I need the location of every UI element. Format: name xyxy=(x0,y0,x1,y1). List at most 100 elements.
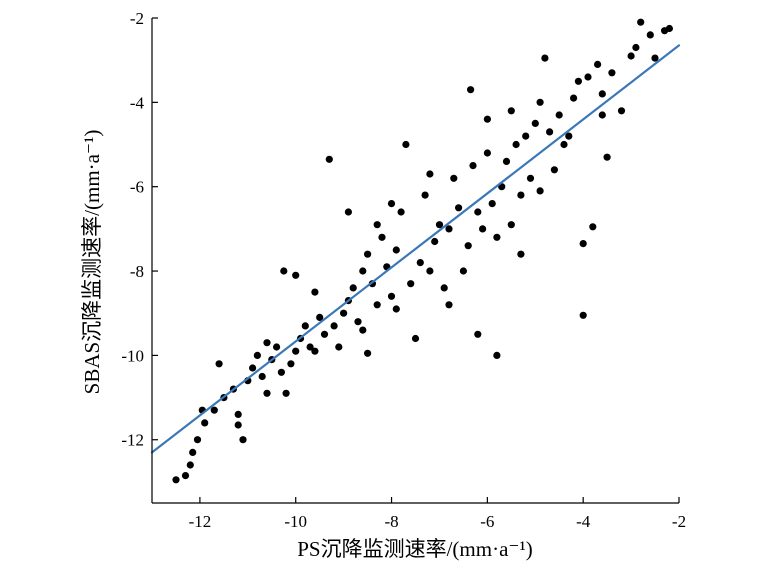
data-point xyxy=(488,200,496,208)
data-point xyxy=(469,162,477,170)
data-point xyxy=(651,54,659,62)
data-point xyxy=(344,208,352,216)
data-point xyxy=(335,343,343,351)
data-point xyxy=(555,111,563,119)
data-point xyxy=(594,60,602,68)
data-point xyxy=(330,322,338,330)
data-point xyxy=(234,421,242,429)
data-point xyxy=(426,170,434,178)
data-point xyxy=(608,69,616,77)
fit-line xyxy=(150,44,681,454)
x-axis-title: PS沉降监测速率/(mm·a⁻¹) xyxy=(297,537,533,561)
data-point xyxy=(574,77,583,85)
data-point xyxy=(617,107,626,115)
data-point xyxy=(392,305,400,313)
data-point xyxy=(560,140,568,149)
data-point xyxy=(416,259,424,267)
data-point xyxy=(263,389,271,397)
data-point xyxy=(589,223,597,231)
data-point xyxy=(536,187,544,195)
data-point xyxy=(493,351,501,359)
x-tick-label: -2 xyxy=(672,512,686,531)
data-point xyxy=(282,389,290,397)
data-point xyxy=(258,372,266,381)
data-point xyxy=(570,94,578,102)
data-point xyxy=(364,349,372,357)
data-point xyxy=(292,271,300,279)
data-point xyxy=(234,410,242,418)
data-point xyxy=(603,153,611,161)
y-axis-title: SBAS沉降监测速率/(mm·a⁻¹) xyxy=(80,130,104,395)
data-point xyxy=(665,24,674,33)
data-point xyxy=(445,225,453,233)
data-point xyxy=(507,221,515,229)
data-point xyxy=(584,73,592,81)
y-tick-label: -6 xyxy=(130,178,144,197)
x-tick-label: -4 xyxy=(576,512,591,531)
data-point xyxy=(502,157,511,165)
data-point xyxy=(311,347,319,355)
data-point xyxy=(311,288,319,296)
data-point xyxy=(579,311,587,319)
data-point xyxy=(411,334,420,343)
data-point xyxy=(421,191,429,199)
data-point xyxy=(517,250,525,258)
data-point xyxy=(541,54,549,62)
data-point xyxy=(531,119,539,127)
data-point xyxy=(239,436,247,444)
data-point xyxy=(325,155,333,163)
data-point xyxy=(373,221,381,229)
y-tick-label: -2 xyxy=(130,9,144,28)
data-point xyxy=(483,115,491,123)
data-point xyxy=(378,233,386,241)
data-point xyxy=(526,174,535,182)
data-point xyxy=(536,98,544,106)
data-point xyxy=(181,472,190,480)
data-point xyxy=(565,132,573,140)
data-point xyxy=(474,330,482,338)
data-point xyxy=(249,364,257,372)
data-point xyxy=(632,43,640,52)
y-tick-label: -10 xyxy=(121,346,144,365)
data-point xyxy=(646,31,654,39)
y-axis-ticks: -2 -4 -6 -8 -10 -12 xyxy=(121,9,158,450)
data-points xyxy=(172,18,674,484)
x-axis-ticks: -12 -10 -8 -6 -4 -2 xyxy=(189,497,686,531)
data-point xyxy=(522,132,530,140)
x-tick-label: -8 xyxy=(384,512,398,531)
data-point xyxy=(387,292,396,300)
data-point xyxy=(201,419,209,427)
data-point xyxy=(512,140,520,149)
data-point xyxy=(431,237,439,246)
data-point xyxy=(627,52,635,60)
data-point xyxy=(517,191,525,199)
data-point xyxy=(507,107,515,115)
data-point xyxy=(483,149,491,157)
data-point xyxy=(464,242,472,250)
data-point xyxy=(301,322,309,330)
data-point xyxy=(467,86,475,94)
data-point xyxy=(306,343,314,351)
data-point xyxy=(426,267,434,275)
data-point xyxy=(450,174,458,182)
x-tick-label: -12 xyxy=(189,512,212,531)
data-point xyxy=(387,200,396,208)
data-point xyxy=(349,284,357,292)
data-point xyxy=(253,351,261,359)
data-point xyxy=(189,448,197,456)
data-point xyxy=(316,313,324,321)
data-point xyxy=(397,208,405,216)
data-point xyxy=(263,339,271,347)
data-point xyxy=(474,208,482,216)
data-point xyxy=(440,284,448,292)
data-point xyxy=(435,221,444,229)
data-point xyxy=(320,330,329,338)
y-tick-label: -4 xyxy=(130,93,145,112)
data-point xyxy=(354,318,362,326)
y-tick-label: -8 xyxy=(130,262,144,281)
data-point xyxy=(186,461,194,469)
data-point xyxy=(392,246,400,254)
data-point xyxy=(598,90,606,98)
data-point xyxy=(579,240,587,248)
data-point xyxy=(210,406,218,414)
